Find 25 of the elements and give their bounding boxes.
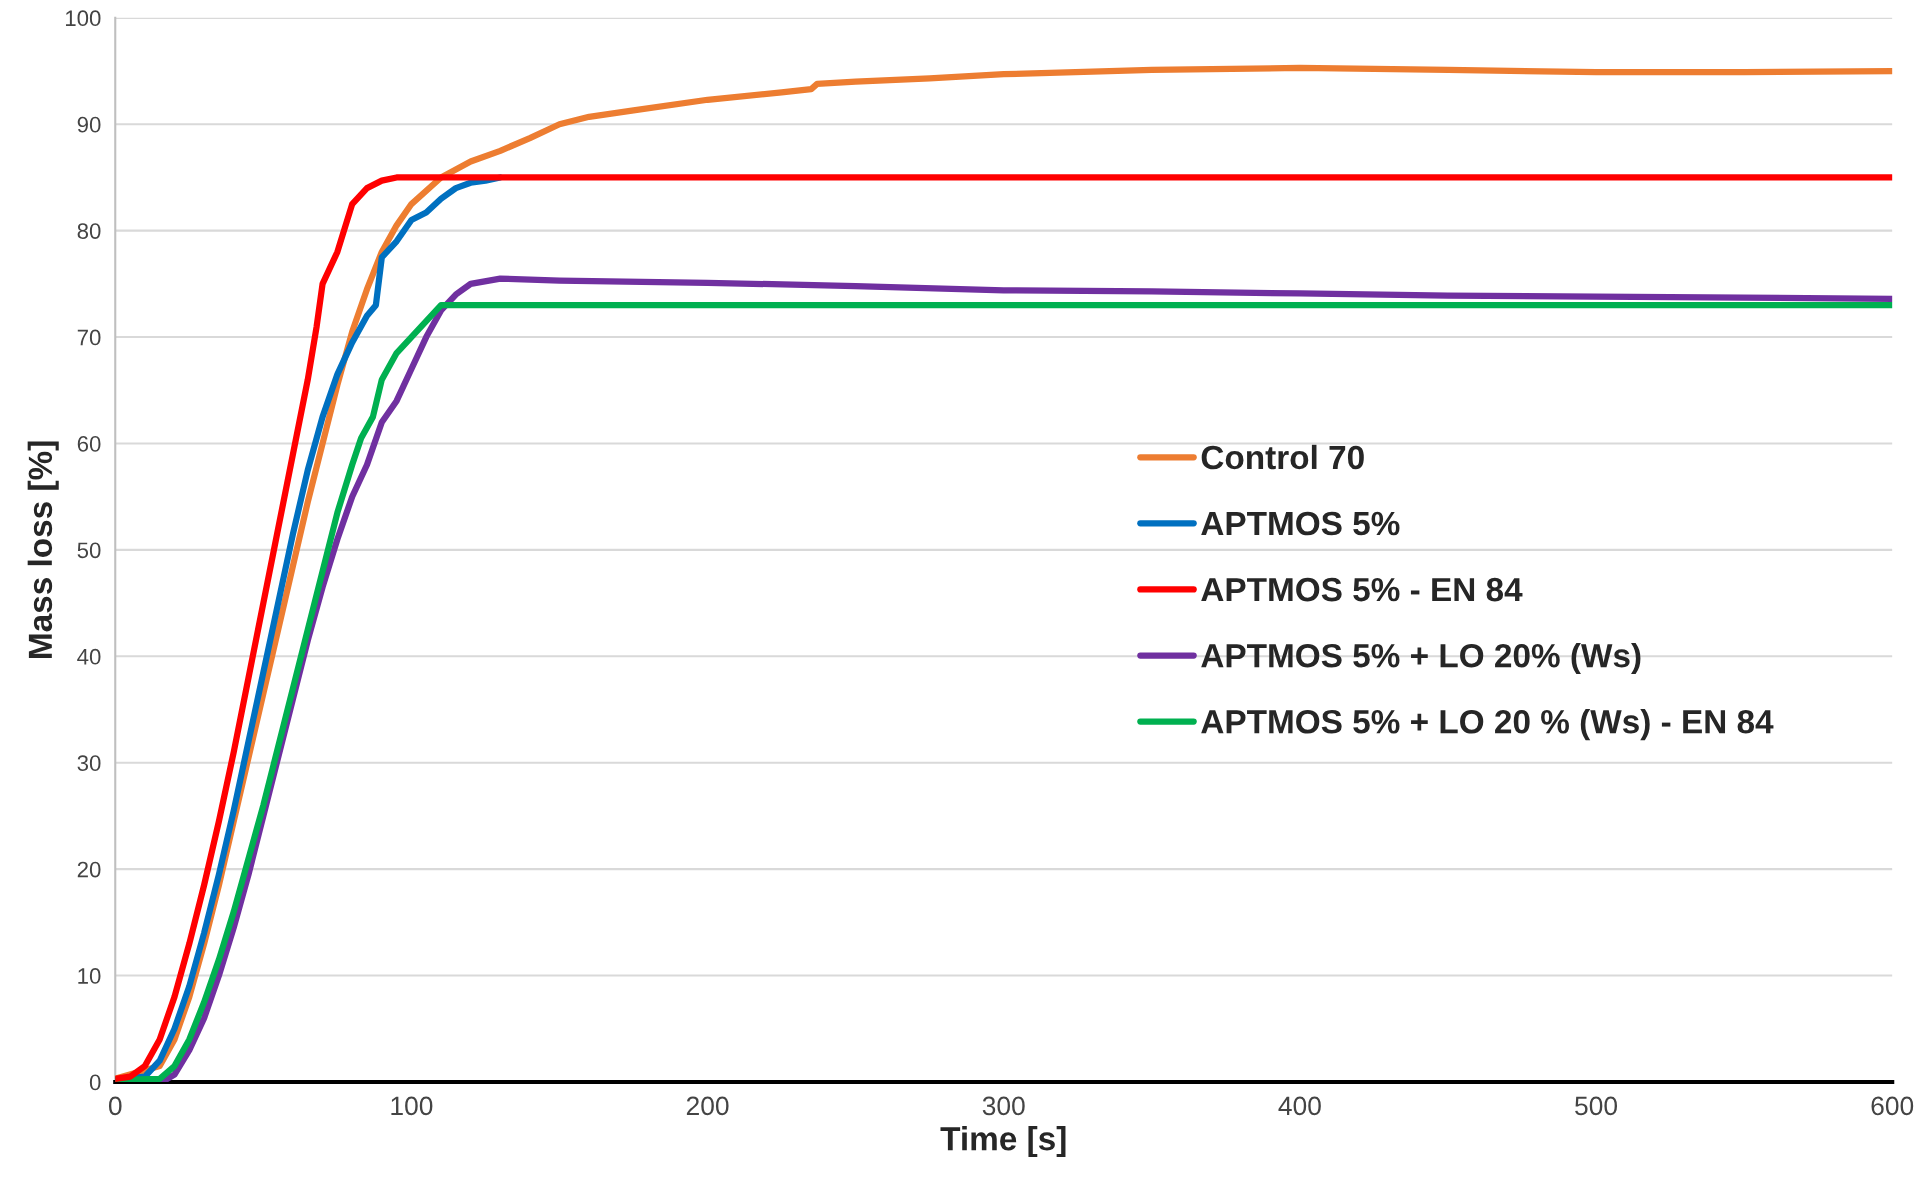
legend-label: Control 70 — [1201, 444, 1364, 470]
y-tick-label: 20 — [77, 861, 101, 878]
legend-label: APTMOS 5% + LO 20% (Ws) — [1201, 643, 1641, 675]
y-tick-label: 40 — [77, 648, 101, 665]
y-tick-label: 0 — [89, 1074, 101, 1091]
y-tick-label: 10 — [78, 968, 101, 984]
y-tick-label: 50 — [77, 542, 101, 559]
x-tick-label: 400 — [1278, 1096, 1321, 1116]
x-tick-label: 300 — [982, 1096, 1025, 1116]
x-tick-label: 600 — [1871, 1096, 1914, 1116]
y-tick-label: 30 — [77, 755, 101, 772]
x-tick-label: 0 — [108, 1096, 122, 1116]
y-tick-label: 70 — [77, 329, 101, 346]
x-tick-label: 200 — [686, 1096, 729, 1116]
legend-label: APTMOS 5% - EN 84 — [1201, 577, 1523, 602]
y-tick-label: 100 — [65, 10, 101, 27]
x-axis-title: Time [s] — [940, 1126, 1066, 1158]
x-tick-label: 500 — [1575, 1096, 1618, 1116]
y-tick-label: 60 — [77, 436, 101, 452]
x-tick-label: 100 — [391, 1096, 433, 1116]
y-tick-label: 90 — [77, 116, 101, 133]
legend-label: APTMOS 5% — [1201, 511, 1400, 536]
y-tick-label: 80 — [77, 223, 101, 239]
y-axis-title: Mass loss [%] — [27, 441, 59, 658]
legend-label: APTMOS 5% + LO 20 % (Ws) - EN 84 — [1201, 709, 1774, 741]
